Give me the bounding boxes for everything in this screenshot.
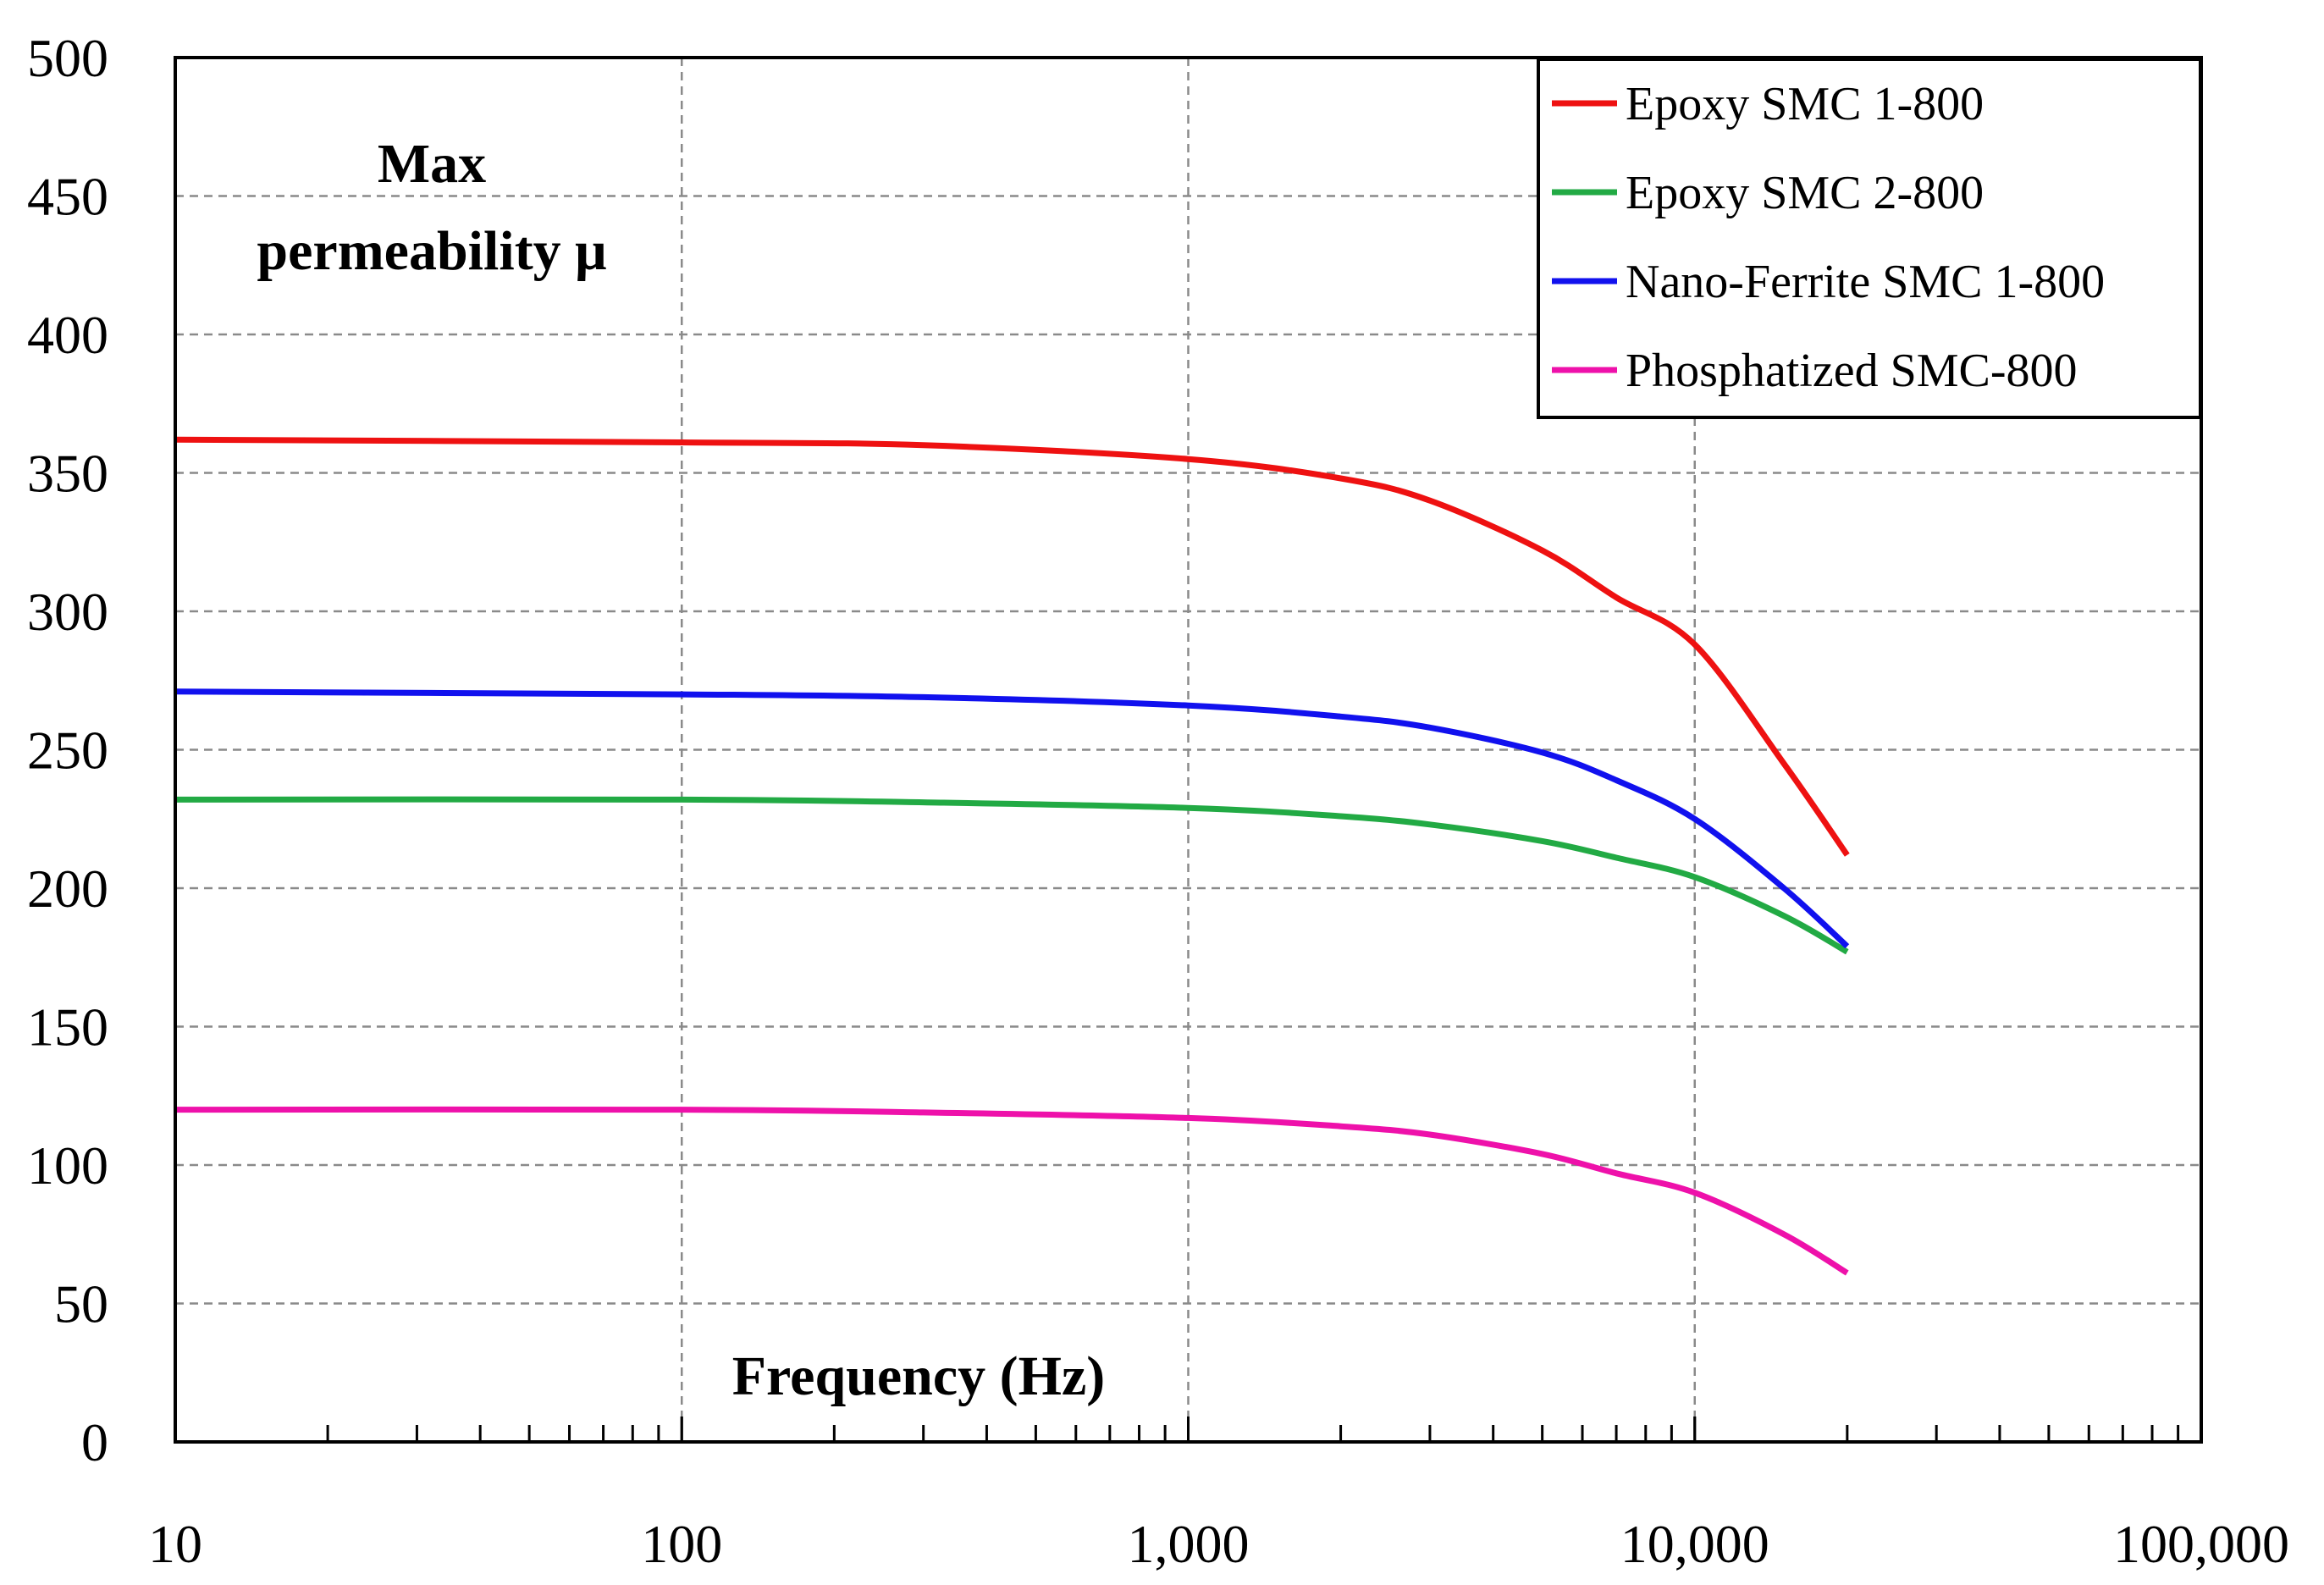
x-axis-tick-labels: 10 100 1,000 10,000 100,000 — [148, 1514, 2289, 1574]
y-tick-label-200: 200 — [27, 859, 108, 919]
legend-label-3: Nano-Ferrite SMC 1-800 — [1626, 256, 2105, 308]
y-tick-label-50: 50 — [54, 1274, 108, 1334]
y-tick-label-500: 500 — [27, 28, 108, 88]
legend-box — [1537, 58, 2202, 419]
y-axis-label-line-1: Max — [378, 133, 486, 195]
x-tick-label-100: 100 — [641, 1514, 722, 1574]
series-lines — [174, 436, 1850, 1276]
series-line-2 — [174, 796, 1849, 955]
series-line-4 — [174, 1106, 1849, 1276]
legend: Epoxy SMC 1-800 Epoxy SMC 2-800 Nano-Ferri… — [1537, 58, 2202, 419]
plot-area-frame — [174, 56, 2203, 1444]
y-axis-tick-labels: 0 50 100 150 200 250 300 350 400 450 500 — [27, 28, 108, 1472]
y-tick-label-250: 250 — [27, 721, 108, 781]
x-axis-label: Frequency (Hz) — [732, 1345, 1106, 1407]
legend-label-1: Epoxy SMC 1-800 — [1626, 78, 1984, 130]
y-tick-label-150: 150 — [27, 997, 108, 1058]
x-minor-ticks — [174, 1417, 2203, 1442]
x-tick-label-1000: 1,000 — [1128, 1514, 1250, 1574]
series-line-3 — [174, 688, 1850, 949]
series-line-1 — [174, 436, 1850, 857]
y-tick-label-0: 0 — [81, 1412, 108, 1472]
legend-label-4: Phosphatized SMC-800 — [1626, 345, 2078, 397]
y-axis-label-line-2: permeability μ — [257, 220, 606, 282]
x-tick-label-10: 10 — [148, 1514, 202, 1574]
x-tick-label-10000: 10,000 — [1620, 1514, 1769, 1574]
y-tick-label-300: 300 — [27, 582, 108, 642]
x-tick-label-100000: 100,000 — [2113, 1514, 2289, 1574]
y-tick-label-100: 100 — [27, 1135, 108, 1196]
y-tick-label-350: 350 — [27, 444, 108, 504]
y-tick-label-400: 400 — [27, 305, 108, 365]
legend-label-2: Epoxy SMC 2-800 — [1626, 167, 1984, 219]
y-tick-label-450: 450 — [27, 167, 108, 227]
